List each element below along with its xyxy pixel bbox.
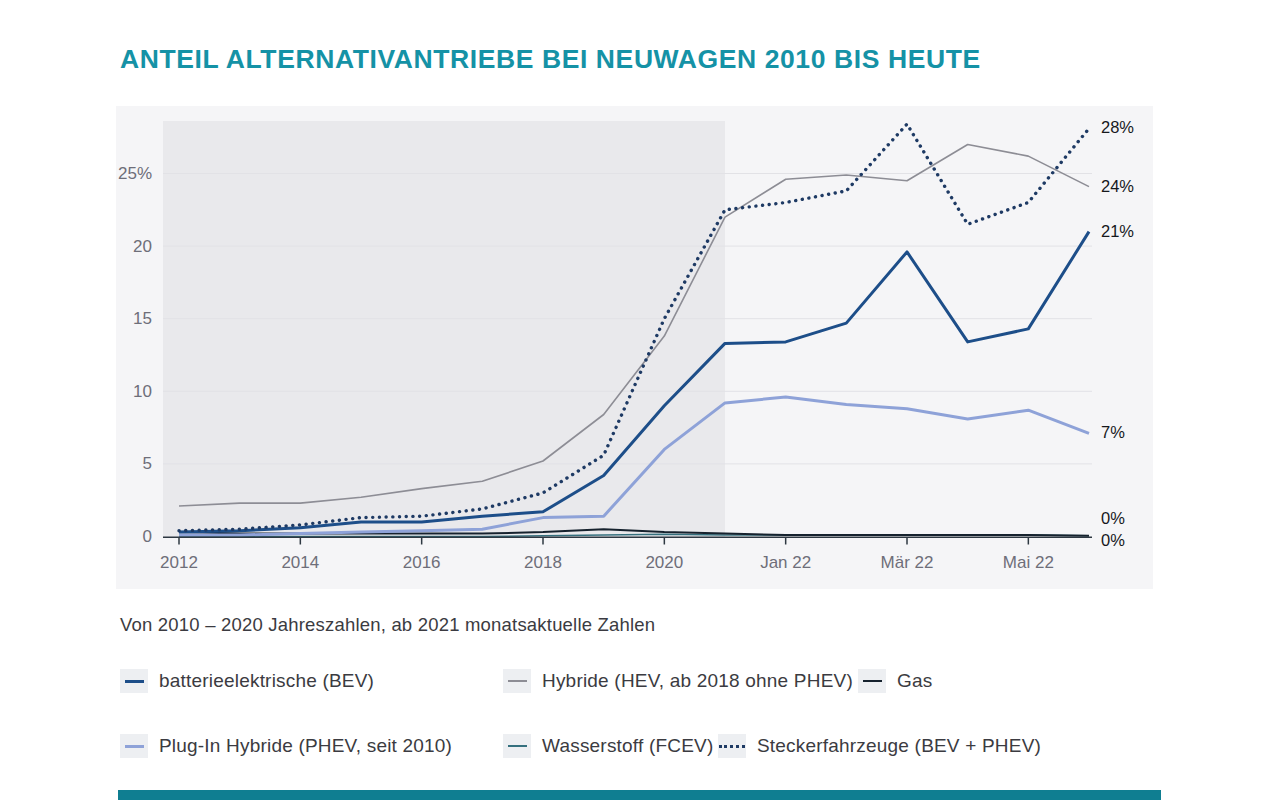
legend-label-gas: Gas	[897, 670, 932, 692]
x-tick-label: Mai 22	[983, 553, 1073, 573]
y-tick-label: 25%	[116, 164, 152, 184]
chart-title: ANTEIL ALTERNATIVANTRIEBE BEI NEUWAGEN 2…	[120, 44, 981, 75]
end-value-label-phev: 7%	[1101, 423, 1125, 442]
legend-label-bev: batterieelektrische (BEV)	[159, 670, 374, 692]
brand-accent-bar	[118, 790, 1161, 800]
bev-line-swatch-icon	[120, 669, 148, 693]
end-value-label-gas: 0%	[1101, 531, 1125, 550]
legend-label-fcev: Wasserstoff (FCEV)	[542, 735, 713, 757]
x-tick-label: 2020	[619, 553, 709, 573]
legend-item-phev: Plug-In Hybride (PHEV, seit 2010)	[120, 733, 452, 759]
legend-item-hev: Hybride (HEV, ab 2018 ohne PHEV)	[503, 668, 853, 694]
phev-line-swatch-icon	[120, 734, 148, 758]
x-tick-label: 2012	[134, 553, 224, 573]
chart-footnote: Von 2010 – 2020 Jahreszahlen, ab 2021 mo…	[120, 614, 655, 636]
end-value-label-hev: 24%	[1101, 177, 1134, 196]
x-tick-label: 2016	[377, 553, 467, 573]
line-chart	[116, 106, 1153, 589]
fcev-line-swatch-icon	[503, 734, 531, 758]
stecker-dotted-swatch-icon	[718, 734, 746, 758]
hev-line-swatch-icon	[503, 669, 531, 693]
y-tick-label: 10	[116, 382, 152, 402]
x-tick-label: 2018	[498, 553, 588, 573]
y-tick-label: 15	[116, 309, 152, 329]
x-tick-label: Jan 22	[741, 553, 831, 573]
x-tick-label: 2014	[255, 553, 345, 573]
y-tick-label: 20	[116, 237, 152, 257]
end-value-label-fcev: 0%	[1101, 509, 1125, 528]
y-tick-label: 0	[116, 527, 152, 547]
legend-item-bev: batterieelektrische (BEV)	[120, 668, 374, 694]
legend-item-stecker: Steckerfahrzeuge (BEV + PHEV)	[718, 733, 1041, 759]
legend-label-hev: Hybride (HEV, ab 2018 ohne PHEV)	[542, 670, 853, 692]
end-value-label-bev: 21%	[1101, 222, 1134, 241]
legend-item-fcev: Wasserstoff (FCEV)	[503, 733, 713, 759]
legend-label-phev: Plug-In Hybride (PHEV, seit 2010)	[159, 735, 452, 757]
end-value-label-stecker: 28%	[1101, 118, 1134, 137]
legend-label-stecker: Steckerfahrzeuge (BEV + PHEV)	[757, 735, 1041, 757]
chart-panel: 2012 2014 2016 2018 2020 Jan 22 Mär 22 Mai 22 0 5…	[116, 106, 1153, 589]
legend-item-gas: Gas	[858, 668, 932, 694]
y-tick-label: 5	[116, 454, 152, 474]
gas-line-swatch-icon	[858, 669, 886, 693]
infographic-page: ANTEIL ALTERNATIVANTRIEBE BEI NEUWAGEN 2…	[0, 0, 1280, 800]
x-tick-label: Mär 22	[862, 553, 952, 573]
